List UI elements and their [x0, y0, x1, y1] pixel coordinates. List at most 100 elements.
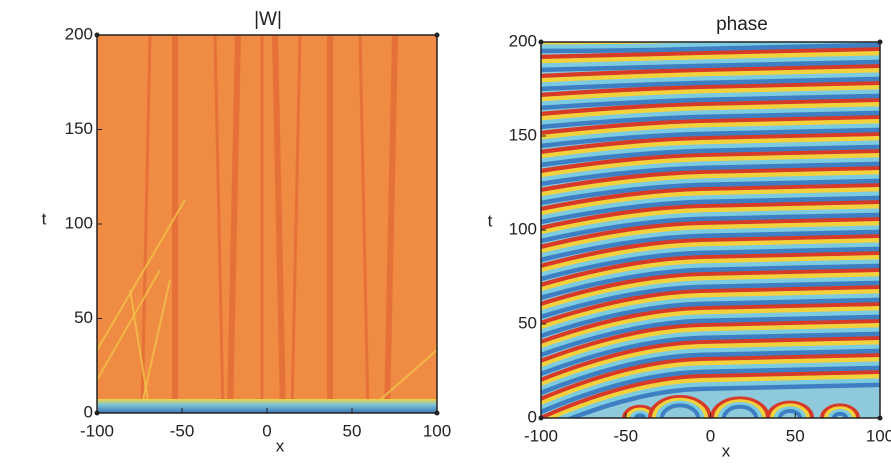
phase-band — [541, 28, 880, 34]
heatmap-streak — [140, 35, 152, 413]
phase-ring — [828, 409, 852, 418]
phase-band — [541, 259, 880, 296]
phase-ring — [718, 402, 762, 418]
phase-band — [541, 42, 880, 54]
x-tick-label: 0 — [706, 426, 715, 445]
phase-band — [541, 63, 880, 79]
x-tick-label: 50 — [786, 426, 805, 445]
phase-band — [541, 123, 880, 144]
x-tick-label: 100 — [423, 421, 451, 440]
phase-ring — [778, 409, 802, 418]
phase-band — [541, 310, 880, 353]
x-axis-label: x — [276, 436, 285, 455]
phase-band — [541, 178, 880, 206]
phase-band — [541, 7, 880, 13]
phase-band — [541, 297, 880, 339]
phase-band — [541, 318, 880, 364]
phase-ring — [824, 406, 856, 418]
phase-band — [541, 89, 880, 106]
x-tick-label: -50 — [170, 421, 195, 440]
y-tick-label: 100 — [65, 213, 93, 232]
heatmap-ridge — [139, 279, 171, 413]
phase-band — [541, 42, 880, 49]
phase-band — [541, 51, 880, 64]
phase-band — [541, 153, 880, 178]
phase-band — [541, 85, 880, 102]
phase-band — [541, 323, 880, 368]
x-tick-label: 50 — [343, 421, 362, 440]
phase-band — [541, 127, 880, 149]
phase-band — [541, 340, 880, 387]
phase-band — [541, 19, 880, 25]
phase-band — [541, 102, 880, 121]
plot-area — [541, 2, 880, 418]
phase-band — [565, 382, 880, 418]
phase-band — [541, 208, 880, 239]
phase-band — [541, 191, 880, 220]
phase-band — [541, 46, 880, 60]
phase-band — [541, 293, 880, 334]
phase-ring — [626, 407, 654, 418]
y-tick-label: 100 — [509, 219, 537, 238]
phase-band — [541, 15, 880, 21]
y-tick-label: 50 — [74, 308, 93, 327]
heatmap-ridge — [379, 349, 437, 401]
phase-band — [541, 272, 880, 311]
phase-band — [541, 229, 880, 263]
phase-band — [541, 331, 880, 377]
phase-band — [541, 11, 880, 17]
phase-band — [541, 233, 880, 269]
x-tick-label: -50 — [613, 426, 638, 445]
y-axis-label: t — [42, 209, 47, 228]
x-tick-label: -100 — [80, 421, 114, 440]
phase-band — [555, 378, 880, 418]
phase-band — [541, 110, 880, 130]
chart-title: |W| — [254, 9, 282, 30]
phase-ring — [634, 413, 646, 418]
frame-corner — [877, 39, 883, 45]
phase-band — [541, 72, 880, 87]
phase-ring — [774, 406, 806, 418]
phase-band — [541, 161, 880, 187]
phase-band — [541, 199, 880, 231]
phase-band — [541, 301, 880, 345]
y-tick-label: 200 — [65, 24, 93, 43]
phase-band — [541, 357, 880, 406]
y-axis-label: t — [488, 211, 493, 230]
phase-band — [541, 263, 880, 301]
phase-band — [541, 225, 880, 258]
phase-band — [541, 289, 880, 330]
heatmap-streak — [358, 35, 370, 413]
phase-band — [541, 221, 880, 254]
phase-band — [541, 136, 880, 159]
phase-ring — [766, 400, 814, 418]
phase-band — [541, 267, 880, 307]
phase-band — [541, 280, 880, 320]
phase-band — [541, 306, 880, 349]
y-tick-label: 150 — [65, 119, 93, 138]
phase-band — [541, 352, 880, 402]
phase-band — [541, 76, 880, 92]
phase-band — [541, 32, 880, 38]
phase-band — [541, 255, 880, 292]
phase-band — [541, 59, 880, 73]
phase-band — [541, 170, 880, 197]
y-tick-label: 150 — [509, 125, 537, 144]
phase-band — [541, 212, 880, 244]
phase-ring — [656, 400, 704, 418]
phase-band — [541, 2, 880, 8]
y-tick-label: 50 — [518, 313, 537, 332]
x-tick-label: 0 — [262, 421, 271, 440]
heatmap-streak — [272, 35, 286, 413]
heatmap-ridge — [97, 269, 161, 381]
phase-band — [541, 80, 880, 98]
phase-band — [541, 204, 880, 235]
phase-band — [541, 148, 880, 174]
y-tick-label: 0 — [528, 407, 537, 426]
phase-band — [541, 276, 880, 315]
heatmap-ridge — [129, 289, 151, 413]
frame-corner — [434, 32, 440, 38]
phase-band — [541, 131, 880, 155]
x-tick-label: -100 — [524, 426, 558, 445]
